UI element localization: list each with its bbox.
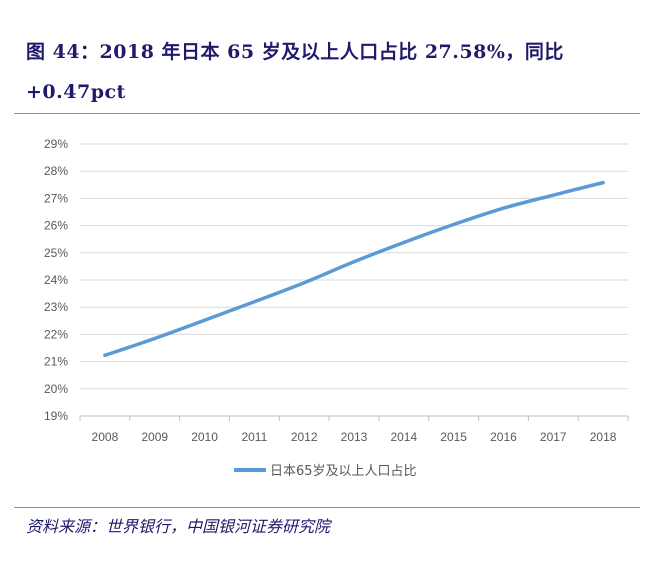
data-point-2013 — [352, 260, 356, 264]
x-tick-label: 2008 — [92, 430, 119, 444]
x-tick-label: 2011 — [241, 430, 267, 444]
x-tick-label: 2012 — [291, 430, 318, 444]
data-point-2017 — [551, 193, 555, 197]
legend: 日本65岁及以上人口占比 — [234, 464, 417, 479]
x-tick-label: 2009 — [141, 430, 168, 444]
y-tick-label: 28% — [44, 164, 68, 178]
source-divider — [14, 507, 640, 508]
data-point-2016 — [501, 206, 506, 210]
x-tick-label: 2010 — [191, 430, 218, 444]
y-tick-label: 19% — [44, 409, 68, 423]
data-point-2015 — [452, 222, 456, 227]
x-tick-label: 2014 — [390, 430, 417, 444]
y-axis: 19% 20% 21% 22% 23% 24% 25% 26% 27% 28% 29% — [44, 137, 68, 423]
data-point-2011 — [252, 300, 256, 304]
y-tick-label: 25% — [44, 246, 68, 260]
series-layer — [103, 180, 605, 358]
legend-label: 日本65岁及以上人口占比 — [270, 464, 417, 479]
data-point-2012 — [302, 281, 306, 285]
x-axis-labels: 2008 2009 2010 2011 2012 2013 2014 2015 2016 2017… — [92, 430, 617, 444]
y-tick-label: 26% — [44, 219, 68, 233]
y-tick-label: 22% — [44, 327, 68, 341]
data-point-2008 — [103, 353, 107, 357]
y-tick-label: 20% — [44, 382, 68, 396]
data-point-2010 — [202, 318, 207, 322]
y-tick-label: 27% — [44, 191, 68, 205]
y-tick-label: 21% — [44, 355, 68, 369]
x-tick-label: 2013 — [341, 430, 368, 444]
source-note: 资料来源：世界银行，中国银河证券研究院 — [26, 517, 331, 536]
y-tick-label: 29% — [44, 137, 68, 151]
x-tick-label: 2015 — [440, 430, 467, 444]
y-tick-label: 23% — [44, 300, 68, 314]
gridlines — [80, 143, 628, 390]
title-divider — [14, 113, 640, 114]
x-tick-label: 2018 — [590, 430, 617, 444]
data-point-2018 — [601, 181, 605, 185]
figure-title: 图 44：2018 年日本 65 岁及以上人口占比 27.58%，同比+0.47… — [26, 41, 564, 103]
y-tick-label: 24% — [44, 273, 68, 287]
data-point-2009 — [153, 336, 157, 341]
x-axis — [79, 415, 629, 421]
series-line-0 — [103, 180, 605, 358]
x-tick-label: 2016 — [490, 430, 517, 444]
data-point-2014 — [402, 240, 406, 245]
x-tick-label: 2017 — [540, 430, 567, 444]
